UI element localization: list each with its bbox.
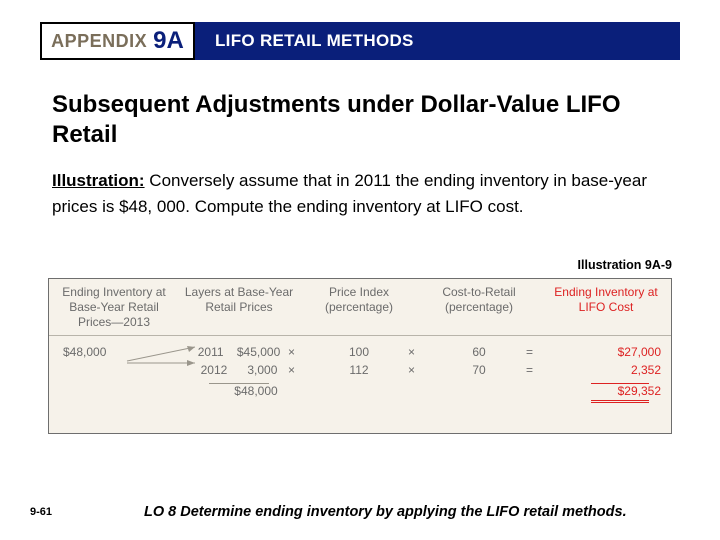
illustration-label: Illustration: bbox=[52, 171, 145, 190]
base-year-value: $48,000 bbox=[49, 345, 179, 359]
table-body: $48,000 2011 $45,000× 100× 60= $27,000 2… bbox=[49, 345, 671, 403]
section-title: Subsequent Adjustments under Dollar-Valu… bbox=[52, 90, 652, 150]
illustration-caption: Illustration 9A-9 bbox=[578, 258, 672, 272]
cell-result-2: 2,352 bbox=[539, 363, 673, 377]
col-header-ending-inventory: Ending Inventory at LIFO Cost bbox=[539, 285, 673, 331]
slide-number: 9-61 bbox=[30, 506, 52, 518]
header-bar: APPENDIX 9A LIFO RETAIL METHODS bbox=[40, 22, 680, 60]
cell-index-1: 100× bbox=[299, 345, 419, 359]
year-2: 2012 bbox=[201, 363, 228, 377]
appendix-label: APPENDIX bbox=[51, 31, 147, 52]
layer-1: $45,000 bbox=[237, 345, 280, 359]
computation-table: Ending Inventory at Base-Year Retail Pri… bbox=[48, 278, 672, 434]
col-header-layers: Layers at Base-Year Retail Prices bbox=[179, 285, 299, 331]
col-header-cost-to-retail: Cost-to-Retail (percentage) bbox=[419, 285, 539, 331]
layer-2: 3,000 bbox=[247, 363, 277, 377]
cell-ctr-2: 70= bbox=[419, 363, 539, 377]
appendix-box: APPENDIX 9A bbox=[40, 22, 195, 60]
cell-result-1: $27,000 bbox=[539, 345, 673, 359]
table-header-row: Ending Inventory at Base-Year Retail Pri… bbox=[49, 285, 671, 331]
year-1: 2011 bbox=[198, 345, 224, 359]
col-header-base-year: Ending Inventory at Base-Year Retail Pri… bbox=[49, 285, 179, 331]
col-header-price-index: Price Index (percentage) bbox=[299, 285, 419, 331]
appendix-number: 9A bbox=[153, 27, 184, 55]
layer-total-cell: $48,000 bbox=[179, 381, 299, 403]
cell-year-layer-1: 2011 $45,000× bbox=[179, 345, 299, 359]
learning-objective: LO 8 Determine ending inventory by apply… bbox=[144, 504, 684, 520]
result-total: $29,352 bbox=[618, 384, 661, 398]
cell-year-layer-2: 2012 3,000× bbox=[179, 363, 299, 377]
header-title: LIFO RETAIL METHODS bbox=[215, 31, 414, 51]
layer-total: $48,000 bbox=[200, 384, 277, 398]
cell-index-2: 112× bbox=[299, 363, 419, 377]
cell-ctr-1: 60= bbox=[419, 345, 539, 359]
result-total-cell: $29,352 bbox=[539, 381, 673, 403]
body-paragraph: Illustration: Conversely assume that in … bbox=[52, 168, 668, 221]
